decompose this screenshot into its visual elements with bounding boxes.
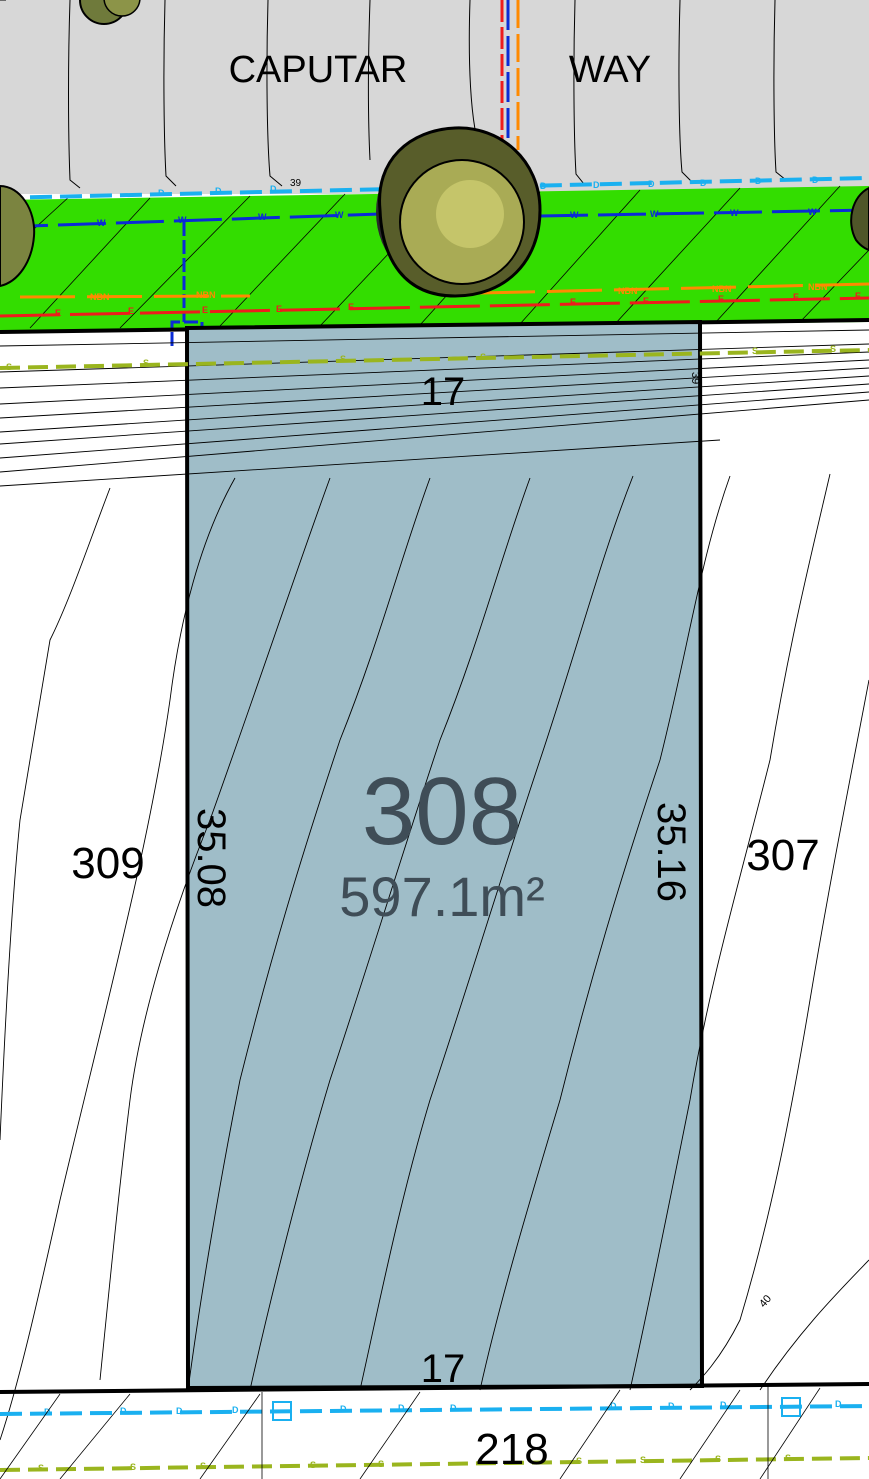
svg-text:NBN: NBN [618,286,638,296]
lot-area: 597.1m² [339,865,544,928]
svg-text:D: D [398,1403,405,1413]
svg-text:S: S [752,346,758,356]
svg-text:E: E [55,308,61,318]
svg-text:D: D [340,1404,347,1414]
svg-text:W: W [570,210,579,220]
svg-text:E: E [570,297,576,307]
electric-line [0,296,869,318]
svg-text:S: S [143,358,149,368]
rear-reserve-hatching [0,1386,821,1479]
nbn-labels: NBN NBN NBN NBN NBN [90,282,828,302]
svg-text:D: D [668,1401,675,1411]
svg-text:W: W [730,208,739,218]
road-kerb-lines [0,0,787,189]
svg-text:D: D [593,180,600,190]
svg-text:E: E [128,306,134,316]
contour-label: 39 [689,372,701,384]
tree-icon [0,184,36,288]
svg-text:E: E [276,304,282,314]
neighbour-lot-218: 218 [475,1425,548,1474]
neighbour-lot-309: 309 [71,839,144,888]
svg-text:E: E [348,302,354,312]
water-labels: W W W W W W W W [97,207,817,228]
svg-text:S: S [310,1460,316,1470]
svg-text:W: W [97,218,106,228]
right-side-dimension: 35.16 [649,802,693,902]
svg-text:D: D [720,1400,727,1410]
drainage-pit-icon [272,1401,292,1421]
svg-text:D: D [610,1401,617,1411]
sewer-line-front [0,348,869,370]
svg-text:D: D [812,175,819,185]
sewer-labels-rear: S S S S S S S S S [38,1453,791,1473]
contour-lines [0,329,869,1441]
water-main [0,208,869,229]
svg-text:E: E [855,291,861,301]
service-conduits-road [500,0,520,160]
svg-text:S: S [130,1462,136,1472]
svg-text:D: D [176,1406,183,1416]
frontage-dimension: 17 [421,370,466,414]
electric-labels: E E E E E E E E E E [55,291,861,318]
street-name-left: CAPUTAR [229,49,408,91]
svg-text:NBN: NBN [196,290,216,300]
sewer-labels-front: S S S S S S [6,344,836,372]
contour-label: 39 [290,178,302,189]
svg-text:W: W [335,210,344,220]
svg-text:S: S [480,352,486,362]
svg-text:D: D [158,188,165,198]
svg-text:D: D [270,184,277,194]
svg-text:S: S [6,362,12,372]
svg-text:D: D [835,1399,842,1409]
svg-text:S: S [576,1456,582,1466]
tree-icon [850,186,869,252]
svg-text:D: D [755,176,762,186]
svg-text:S: S [715,1454,721,1464]
svg-text:E: E [793,292,799,302]
tree-icon [376,126,542,298]
svg-text:E: E [202,305,208,315]
svg-text:W: W [258,212,267,222]
drainage-labels-street: D D D D D D D D D [158,175,819,198]
svg-text:S: S [785,1453,791,1463]
svg-text:S: S [830,344,836,354]
svg-text:D: D [540,181,547,191]
svg-text:D: D [215,186,222,196]
rear-boundary [0,1382,869,1394]
left-side-dimension: 35.08 [189,808,233,908]
svg-text:W: W [808,207,817,217]
svg-text:D: D [450,1403,457,1413]
svg-text:S: S [38,1463,44,1473]
svg-text:S: S [640,1455,646,1465]
svg-text:D: D [648,179,655,189]
svg-text:E: E [718,294,724,304]
contour-label: 40 [757,1293,774,1310]
svg-text:W: W [178,215,187,225]
svg-text:S: S [200,1461,206,1471]
svg-text:D: D [120,1406,127,1416]
tree-icon [79,0,141,25]
drainage-line-rear [0,1404,869,1416]
svg-text:NBN: NBN [808,282,828,292]
svg-text:S: S [340,354,346,364]
rear-dimension: 17 [421,1347,466,1391]
svg-text:NBN: NBN [90,292,110,302]
svg-text:D: D [232,1405,239,1415]
svg-text:W: W [650,209,659,219]
svg-text:E: E [643,296,649,306]
street-name-right: WAY [569,49,651,91]
drainage-pit-icon [781,1397,801,1417]
svg-text:D: D [700,178,707,188]
neighbour-lot-307: 307 [746,831,819,880]
svg-text:S: S [378,1459,384,1469]
sewer-line-rear [0,1456,869,1472]
svg-text:NBN: NBN [712,284,732,294]
nbn-line [19,282,869,299]
lot-number: 308 [362,758,522,865]
